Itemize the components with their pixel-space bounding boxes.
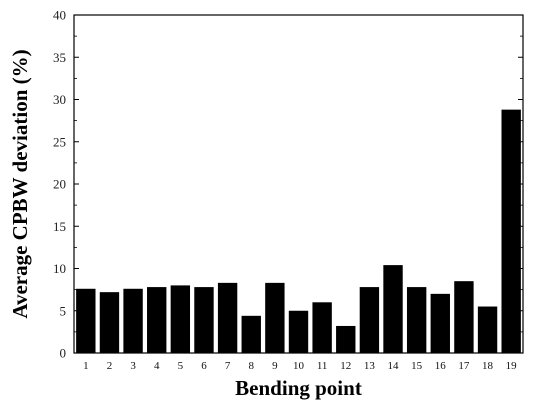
y-axis-ticks: 0 5 10 15 20 25 30 35 40 [53,8,523,361]
y-axis-title: Average CPBW deviation (%) [8,49,32,318]
x-tick-label: 3 [130,360,136,372]
y-tick-label: 30 [53,92,66,107]
x-tick-label: 16 [435,360,447,372]
y-tick-label: 5 [60,303,67,318]
y-tick-label: 0 [60,346,67,361]
x-tick-label: 17 [458,360,470,372]
x-tick-label: 13 [364,360,376,372]
bar-18 [477,306,498,353]
bar-10 [288,310,309,353]
x-tick-label: 9 [272,360,278,372]
x-axis-title: Bending point [235,376,362,400]
x-tick-label: 2 [107,360,113,372]
bar-8 [241,315,261,353]
bars-group [76,109,521,353]
x-tick-label: 19 [506,360,518,372]
y-tick-label: 15 [53,219,66,234]
x-tick-label: 8 [248,360,254,372]
x-tick-label: 6 [201,360,207,372]
bar-1 [76,288,96,353]
x-tick-label: 4 [154,360,160,372]
bar-19 [501,109,521,353]
y-tick-label: 10 [53,261,66,276]
x-tick-label: 7 [225,360,231,372]
y-tick-label: 40 [53,8,66,23]
x-tick-label: 1 [83,360,89,372]
bar-4 [147,287,167,353]
x-axis-ticks: 1 2 3 4 5 6 7 8 9 10 11 12 13 14 15 16 17 18 19 [83,360,517,372]
bar-13 [359,287,380,353]
bar-17 [454,281,474,353]
bar-3 [123,288,143,353]
bar-15 [406,287,427,353]
bar-12 [336,325,356,353]
bar-5 [170,285,191,353]
bar-14 [383,265,403,353]
y-tick-label: 20 [53,177,66,192]
x-tick-label: 5 [178,360,184,372]
x-tick-label: 11 [317,360,328,372]
bar-2 [99,292,120,353]
y-tick-label: 35 [53,50,66,65]
bar-16 [430,293,450,353]
bar-11 [312,302,332,353]
bar-9 [265,282,285,353]
bar-6 [194,287,214,353]
x-tick-label: 14 [388,360,400,372]
x-tick-label: 10 [293,360,305,372]
x-tick-label: 18 [482,360,494,372]
y-tick-label: 25 [53,134,66,149]
x-tick-label: 12 [340,360,351,372]
bar-7 [217,282,238,353]
x-tick-label: 15 [411,360,423,372]
plot-frame [73,14,524,354]
